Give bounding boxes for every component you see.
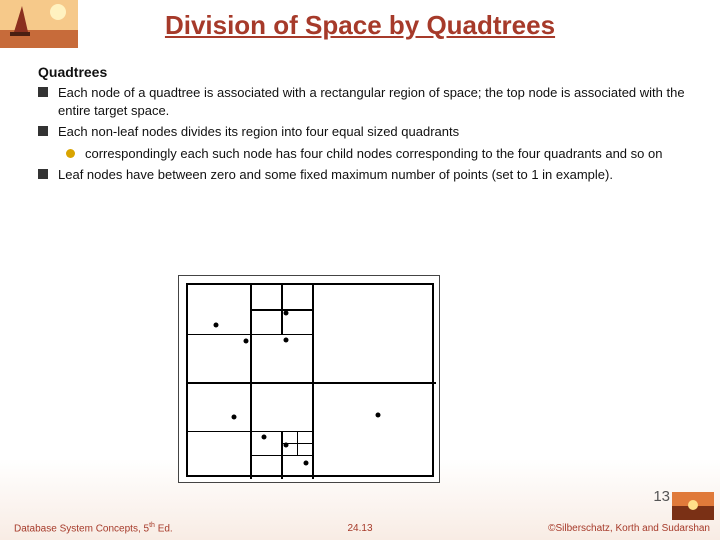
slide-number: 13 xyxy=(653,488,670,505)
quadtree-point xyxy=(304,461,309,466)
quadtree-point xyxy=(284,338,289,343)
quadtree-hline xyxy=(188,382,436,384)
quadtree-point xyxy=(214,323,219,328)
bullet-text: Each node of a quadtree is associated wi… xyxy=(58,84,700,119)
square-bullet-icon xyxy=(38,87,48,97)
bullet-item: Each node of a quadtree is associated wi… xyxy=(38,84,700,119)
bullet-text: correspondingly each such node has four … xyxy=(85,145,662,163)
quadtree-point xyxy=(284,311,289,316)
quadtree-hline xyxy=(250,455,312,457)
bullet-item: Each non-leaf nodes divides its region i… xyxy=(38,123,700,141)
quadtree-point xyxy=(244,339,249,344)
quadtree-diagram xyxy=(178,275,440,483)
footer-right: ©Silberschatz, Korth and Sudarshan xyxy=(548,523,710,534)
quadtree-hline xyxy=(188,431,312,433)
quadtree-canvas xyxy=(186,283,434,477)
quadtree-point xyxy=(376,413,381,418)
bullet-item: Leaf nodes have between zero and some fi… xyxy=(38,166,700,184)
square-bullet-icon xyxy=(38,126,48,136)
quadtree-point xyxy=(284,443,289,448)
quadtree-point xyxy=(232,415,237,420)
bullet-text: Leaf nodes have between zero and some fi… xyxy=(58,166,613,184)
slide-title: Division of Space by Quadtrees xyxy=(0,10,720,41)
slide-body: Quadtrees Each node of a quadtree is ass… xyxy=(38,64,700,184)
quadtree-hline xyxy=(188,334,312,336)
round-bullet-icon xyxy=(66,149,75,158)
sub-bullet-item: correspondingly each such node has four … xyxy=(66,145,700,163)
square-bullet-icon xyxy=(38,169,48,179)
quadtree-hline xyxy=(250,309,312,311)
slide-footer: Database System Concepts, 5th Ed. 24.13 … xyxy=(0,514,720,534)
bullet-text: Each non-leaf nodes divides its region i… xyxy=(58,123,459,141)
quadtree-point xyxy=(262,435,267,440)
subheading: Quadtrees xyxy=(38,64,700,80)
